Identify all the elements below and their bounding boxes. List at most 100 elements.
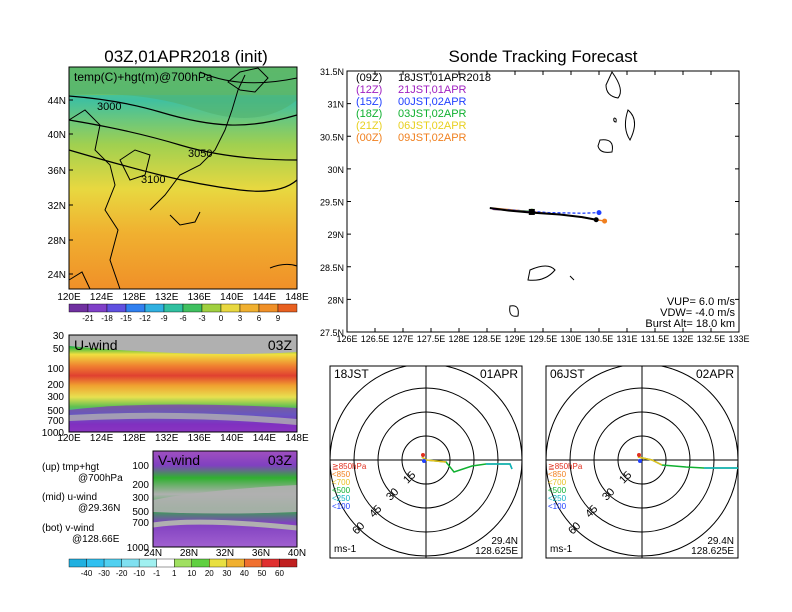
wind-colorbar-swatch [103,558,122,568]
legend-zulu: (18Z) [356,108,382,120]
legend-zulu: (09Z) [356,72,382,84]
track-lon-tick: 131.5E [641,334,670,344]
legend-time: 21JST,01APR [398,84,467,96]
left-title: 03Z,01APR2018 (init) [104,47,267,66]
map-lon-tick: 144E [253,292,277,303]
track-lat-tick: 28.5N [320,263,344,273]
vwind-lat-tick: 28N [180,548,198,559]
track-lon-tick: 130.5E [585,334,614,344]
uwind-lon-tick: 120E [57,433,81,444]
track-lon-tick: 127.5E [417,334,446,344]
wind-colorbar-swatch [68,558,87,568]
map-lat-tick: 24N [48,270,66,281]
uwind-p-tick: 500 [47,406,64,417]
legend-zulu: (00Z) [356,132,382,144]
legend-time: 00JST,02APR [398,96,467,108]
temp-colorbar-swatch [125,303,146,313]
track-lat-tick: 31.5N [320,67,344,77]
temp-colorbar-swatch [239,303,260,313]
track-lon-ticks: 126E 126.5E 127E 127.5E 128E 128.5E 129E 129.5E… [336,71,750,344]
note-up-2: @700hPa [78,473,123,484]
map-lon-tick: 124E [90,292,114,303]
hodograph-level-label: <100 [548,502,567,511]
hodograph-level-label: <700 [548,478,567,487]
wind-colorbar-label: 30 [222,569,231,578]
hodograph-trace-low [421,456,447,463]
map-label: temp(C)+hgt(m)@700hPa [74,70,213,84]
wind-colorbar-swatch [261,558,280,568]
uwind-p-tick: 100 [47,364,64,375]
map-lon-tick: 132E [155,292,179,303]
track-lon-tick: 132E [672,334,693,344]
wind-colorbar-swatch [279,558,298,568]
temp-colorbar-swatch [277,303,298,313]
param-vup: VUP= 6.0 m/s [667,296,736,308]
hodograph-point [638,459,642,463]
wind-colorbar-label: 1 [172,569,177,578]
note-mid-2: @29.36N [78,503,120,514]
uwind-p-tick: 200 [47,380,64,391]
wind-colorbar-label: -30 [98,569,110,578]
wind-colorbar-label: 50 [257,569,266,578]
wind-colorbar-label: -20 [116,569,128,578]
temp-colorbar-swatch [144,303,165,313]
wind-colorbar-swatch [226,558,245,568]
track-lon-tick: 132.5E [697,334,726,344]
hodograph-level-label: <250 [332,494,351,503]
contour-label-3000: 3000 [97,101,121,113]
track-lat-tick: 30N [327,165,344,175]
map-lat-tick: 40N [48,130,66,141]
wind-colorbar-label: -10 [133,569,145,578]
temp-colorbar-label: -6 [179,314,187,323]
hodograph-level-label: ≧850hPa [332,462,367,471]
hodograph-level-label: <850 [332,470,351,479]
track-lat-tick: 29.5N [320,198,344,208]
vwind-lat-tick: 36N [252,548,270,559]
hodograph-lat: 29.4N [707,536,734,547]
vwind-label: V-wind [158,452,200,468]
map-lon-tick: 128E [122,292,146,303]
temp-colorbar-swatch [68,303,89,313]
wind-colorbar-label: 10 [187,569,196,578]
map-lon-tick: 120E [57,292,81,303]
wind-colorbar-swatch [156,558,175,568]
vwind-p-tick: 200 [132,480,149,491]
map-lon-tick: 148E [285,292,309,303]
temp-colorbar-label: -12 [139,314,151,323]
map-lat-ticks: 44N 40N 36N 32N 28N 24N [48,96,73,281]
wind-colorbar-label: 40 [240,569,249,578]
hodograph-trace-low [637,456,663,466]
note-bot-1: (bot) v-wind [42,523,94,534]
track-lat-tick: 27.5N [320,328,344,338]
wind-colorbar-swatch [191,558,210,568]
hodograph-level-label: <250 [548,494,567,503]
temp-colorbar-label: -15 [120,314,132,323]
map-lat-tick: 36N [48,166,66,177]
vwind-p-tick: 500 [132,507,149,518]
track-lon-tick: 133E [728,334,749,344]
vwind-p-tick: 300 [132,493,149,504]
uwind-lon-tick: 140E [220,433,244,444]
uwind-p-tick: 700 [47,416,64,427]
hodograph-lat: 29.4N [491,536,518,547]
track-lat-tick: 28N [327,295,344,305]
temp-colorbar-label: 0 [219,314,224,323]
uwind-p-tick: 1000 [42,428,65,439]
hodograph-level-label: <100 [332,502,351,511]
uwind-lon-tick: 136E [188,433,212,444]
vwind-lat-tick: 32N [216,548,234,559]
legend-time: 03JST,02APR [398,108,467,120]
legend-zulu: (12Z) [356,84,382,96]
temp-colorbar-label: -9 [160,314,168,323]
track-lon-tick: 129.5E [529,334,558,344]
vwind-time: 03Z [268,452,293,468]
note-bot-2: @128.66E [72,534,120,545]
track-lon-tick: 126E [336,334,357,344]
hodograph-lon: 128.625E [475,546,518,557]
temp-colorbar-swatch [258,303,279,313]
legend-zulu: (15Z) [356,96,382,108]
